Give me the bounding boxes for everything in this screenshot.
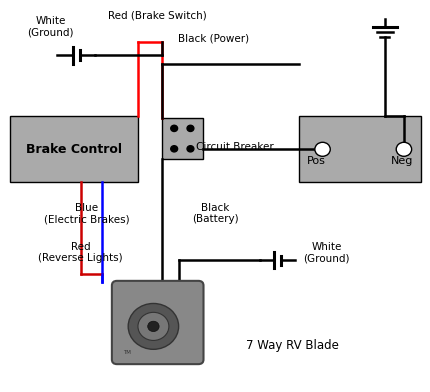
Circle shape bbox=[170, 146, 177, 152]
Text: Pos: Pos bbox=[306, 156, 325, 166]
Text: Red
(Reverse Lights): Red (Reverse Lights) bbox=[38, 241, 123, 263]
Text: Neg: Neg bbox=[390, 156, 412, 166]
Text: White
(Ground): White (Ground) bbox=[303, 241, 349, 263]
FancyBboxPatch shape bbox=[162, 118, 202, 159]
Circle shape bbox=[187, 125, 194, 131]
Circle shape bbox=[128, 303, 178, 349]
Circle shape bbox=[170, 125, 177, 131]
Text: Brake Control: Brake Control bbox=[26, 143, 122, 156]
FancyBboxPatch shape bbox=[10, 116, 138, 182]
Text: Blue
(Electric Brakes): Blue (Electric Brakes) bbox=[44, 203, 129, 224]
Text: White
(Ground): White (Ground) bbox=[28, 16, 74, 38]
Circle shape bbox=[314, 142, 329, 156]
Text: TM: TM bbox=[123, 350, 131, 355]
Text: 7 Way RV Blade: 7 Way RV Blade bbox=[246, 339, 338, 352]
Text: Black (Power): Black (Power) bbox=[178, 33, 249, 44]
FancyBboxPatch shape bbox=[298, 116, 420, 182]
Circle shape bbox=[147, 321, 159, 332]
Circle shape bbox=[138, 312, 169, 340]
Circle shape bbox=[395, 142, 411, 156]
Text: Black
(Battery): Black (Battery) bbox=[192, 203, 238, 224]
FancyBboxPatch shape bbox=[112, 281, 203, 364]
Circle shape bbox=[187, 146, 194, 152]
Text: Circuit Breaker: Circuit Breaker bbox=[196, 142, 273, 152]
Text: Red (Brake Switch): Red (Brake Switch) bbox=[108, 10, 206, 20]
